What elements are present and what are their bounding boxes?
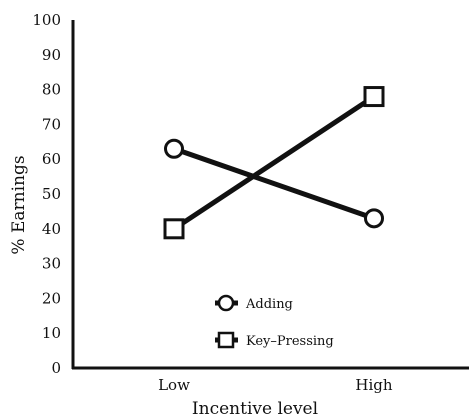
x-axis-ticks: Low High <box>158 376 393 394</box>
y-axis-label: % Earnings <box>9 155 29 254</box>
series-1 <box>163 86 385 240</box>
x-tick-label: High <box>355 376 392 394</box>
y-tick-label: 50 <box>42 185 61 203</box>
legend-marker-circle <box>217 294 235 312</box>
legend-item: Key–Pressing <box>215 331 334 349</box>
y-tick-label: 90 <box>42 46 61 64</box>
axes <box>71 20 469 370</box>
legend-item: Adding <box>215 294 293 312</box>
data-point-circle <box>364 208 384 229</box>
y-tick-label: 30 <box>42 255 61 273</box>
series-layer <box>163 86 385 240</box>
series-line <box>171 94 377 232</box>
y-tick-label: 40 <box>42 220 61 238</box>
y-tick-label: 60 <box>42 150 61 168</box>
y-tick-label: 10 <box>42 324 61 342</box>
data-point-circle <box>164 138 184 159</box>
y-tick-label: 0 <box>51 359 61 377</box>
series-line <box>171 146 377 221</box>
y-tick-label: 80 <box>42 81 61 99</box>
y-tick-label: 70 <box>42 115 61 133</box>
x-axis-label: Incentive level <box>192 399 318 419</box>
data-point-square <box>163 218 185 240</box>
series-0 <box>164 138 384 229</box>
legend-label: Key–Pressing <box>246 334 334 349</box>
y-tick-label: 20 <box>42 289 61 307</box>
y-axis-ticks: 0 10 20 30 40 50 60 70 80 90 100 <box>32 11 61 377</box>
legend-label: Adding <box>245 297 293 312</box>
y-tick-label: 100 <box>32 11 61 29</box>
x-tick-label: Low <box>158 376 190 394</box>
legend-marker-square <box>217 331 235 349</box>
legend: Adding Key–Pressing <box>215 294 334 349</box>
data-point-square <box>363 86 385 108</box>
